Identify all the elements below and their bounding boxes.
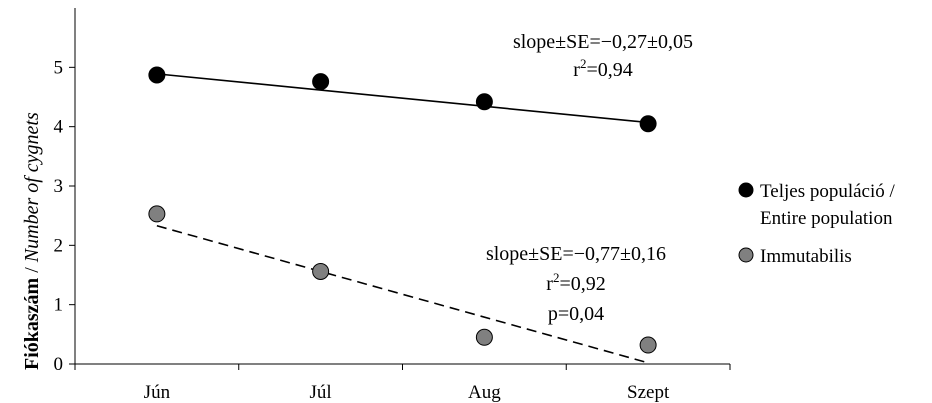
y-tick-label-2: 2 — [54, 235, 64, 256]
y-tick-label-5: 5 — [54, 57, 64, 78]
annotation-entire-r2: r2=0,94 — [573, 56, 632, 81]
data-points — [148, 66, 657, 354]
legend-label-entire-population-line1: Teljes populáció / — [760, 181, 896, 202]
data-point-series1-1 — [312, 262, 330, 280]
legend: Teljes populáció / Entire population Imm… — [738, 181, 896, 267]
data-point-series0-0 — [148, 66, 166, 84]
trend-line-1 — [156, 224, 649, 364]
trend-lines — [156, 73, 649, 364]
legend-label-entire-population-line2: Entire population — [760, 208, 893, 229]
y-axis-label: Fiókaszám / Number of cygnets — [21, 112, 43, 370]
annotation-immutabilis-r2: r2=0,92 — [546, 270, 605, 295]
data-point-series1-2 — [475, 328, 493, 346]
legend-marker-immutabilis — [738, 247, 754, 263]
x-tick-label-2: Aug — [468, 382, 501, 403]
x-tick-label-3: Szept — [627, 382, 670, 403]
legend-label-immutabilis: Immutabilis — [760, 246, 852, 267]
x-tick-label-0: Jún — [144, 382, 171, 403]
annotation-immutabilis-p: p=0,04 — [548, 303, 604, 325]
y-tick-label-3: 3 — [54, 176, 64, 197]
legend-marker-entire-population — [738, 182, 754, 198]
data-point-series1-3 — [639, 336, 657, 354]
x-tick-group: Jún Júl Aug Szept — [74, 364, 731, 403]
annotation-immutabilis-slope: slope±SE=−0,77±0,16 — [486, 243, 666, 265]
y-tick-group: 0 1 2 3 4 5 — [54, 57, 75, 375]
data-point-series0-3 — [639, 115, 657, 133]
x-tick-label-1: Júl — [310, 382, 332, 403]
y-tick-label-0: 0 — [54, 354, 64, 375]
y-tick-label-1: 1 — [54, 295, 64, 316]
y-tick-label-4: 4 — [54, 117, 64, 138]
annotation-entire-slope: slope±SE=−0,27±0,05 — [513, 31, 693, 53]
data-point-series1-0 — [148, 205, 166, 223]
data-point-series0-1 — [312, 73, 330, 91]
data-point-series0-2 — [475, 93, 493, 111]
trend-line-0 — [156, 73, 649, 124]
